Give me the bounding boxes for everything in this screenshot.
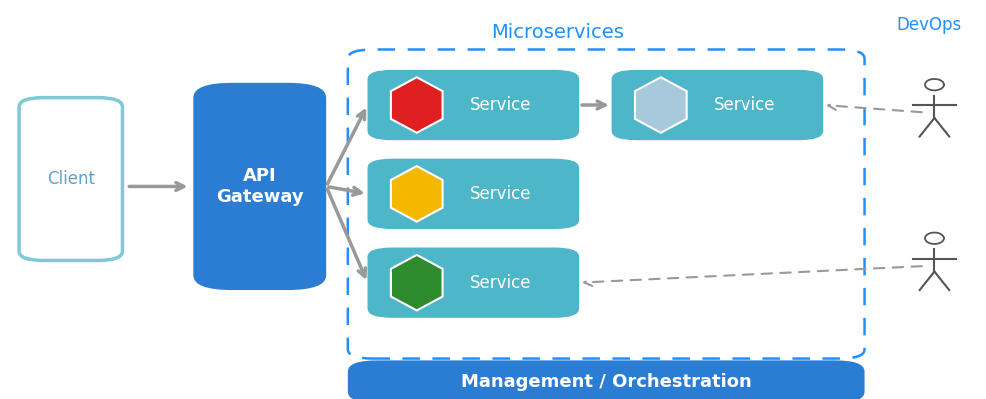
FancyBboxPatch shape [193, 83, 325, 290]
Polygon shape [634, 77, 686, 133]
FancyBboxPatch shape [347, 360, 864, 399]
FancyBboxPatch shape [367, 70, 579, 140]
FancyBboxPatch shape [367, 247, 579, 318]
Text: Service: Service [469, 185, 530, 203]
Text: Service: Service [713, 96, 774, 114]
Polygon shape [390, 77, 442, 133]
FancyBboxPatch shape [611, 70, 822, 140]
FancyBboxPatch shape [367, 159, 579, 229]
FancyBboxPatch shape [19, 98, 122, 261]
Text: API
Gateway: API Gateway [216, 167, 304, 206]
Text: Microservices: Microservices [491, 24, 623, 42]
Text: Service: Service [469, 274, 530, 292]
Polygon shape [390, 166, 442, 221]
Text: Management / Orchestration: Management / Orchestration [460, 373, 750, 391]
Text: Service: Service [469, 96, 530, 114]
Text: DevOps: DevOps [895, 16, 960, 34]
Polygon shape [390, 255, 442, 310]
Text: Client: Client [46, 170, 95, 188]
